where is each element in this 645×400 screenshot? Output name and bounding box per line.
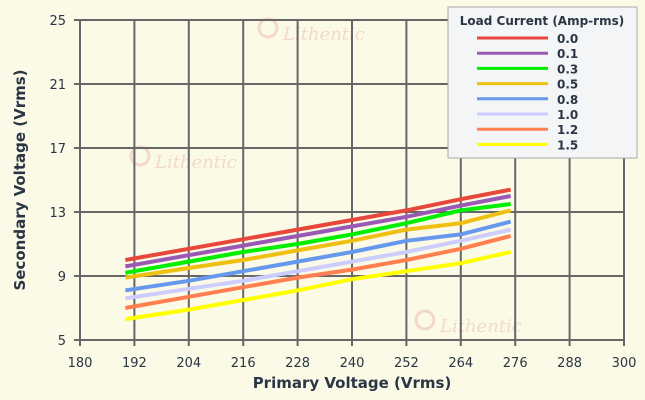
- legend-title: Load Current (Amp-rms): [460, 14, 624, 28]
- x-tick-label: 240: [340, 356, 365, 371]
- watermark-logo-icon: [414, 309, 436, 331]
- series-line-1.5: [125, 250, 512, 322]
- legend-label: 1.5: [557, 138, 578, 152]
- y-tick-label: 21: [49, 78, 66, 93]
- x-tick-label: 180: [68, 356, 93, 371]
- x-tick-label: 216: [231, 356, 256, 371]
- y-tick-label: 9: [58, 270, 66, 285]
- watermark-logo-icon: [257, 17, 279, 39]
- legend-label: 1.0: [557, 108, 578, 122]
- x-tick-label: 252: [394, 356, 419, 371]
- legend-label: 0.5: [557, 78, 578, 92]
- series-line-0.0: [124, 187, 512, 262]
- legend: Load Current (Amp-rms) 0.00.10.30.50.81.…: [447, 6, 638, 159]
- x-tick-label: 192: [122, 356, 147, 371]
- x-tick-label: 276: [503, 356, 528, 371]
- x-axis-ticks: 180 192 204 216 228 240 252 264 276 288 300: [68, 356, 637, 371]
- series-line-0.3: [124, 202, 511, 275]
- legend-label: 0.1: [557, 47, 578, 61]
- legend-label: 0.8: [557, 93, 578, 107]
- y-axis-ticks: 5 9 13 17 21 25: [49, 14, 66, 349]
- watermark-text: Lithentic: [282, 24, 365, 45]
- x-axis-label: Primary Voltage (Vrms): [253, 374, 452, 392]
- y-tick-label: 13: [49, 206, 66, 221]
- y-tick-label: 5: [58, 334, 66, 349]
- watermark-text: Lithentic: [154, 152, 237, 173]
- y-tick-label: 25: [49, 14, 66, 29]
- y-tick-label: 17: [49, 142, 66, 157]
- x-tick-label: 288: [557, 356, 582, 371]
- series-lines: [124, 187, 512, 322]
- x-tick-label: 204: [176, 356, 201, 371]
- watermark-text: Lithentic: [439, 316, 522, 337]
- y-axis-label: Secondary Voltage (Vrms): [11, 69, 29, 290]
- series-line-0.1: [124, 194, 512, 269]
- x-tick-label: 300: [612, 356, 637, 371]
- x-tick-label: 228: [285, 356, 310, 371]
- watermarks: Lithentic Lithentic Lithentic: [129, 17, 522, 337]
- series-line-1.2: [124, 234, 512, 310]
- legend-label: 0.0: [557, 32, 578, 46]
- x-tick-label: 264: [448, 356, 473, 371]
- series-line-0.5: [125, 208, 512, 280]
- legend-label: 0.3: [557, 62, 578, 76]
- series-line-1.0: [125, 227, 512, 301]
- series-line-0.8: [125, 219, 512, 293]
- legend-label: 1.2: [557, 123, 578, 137]
